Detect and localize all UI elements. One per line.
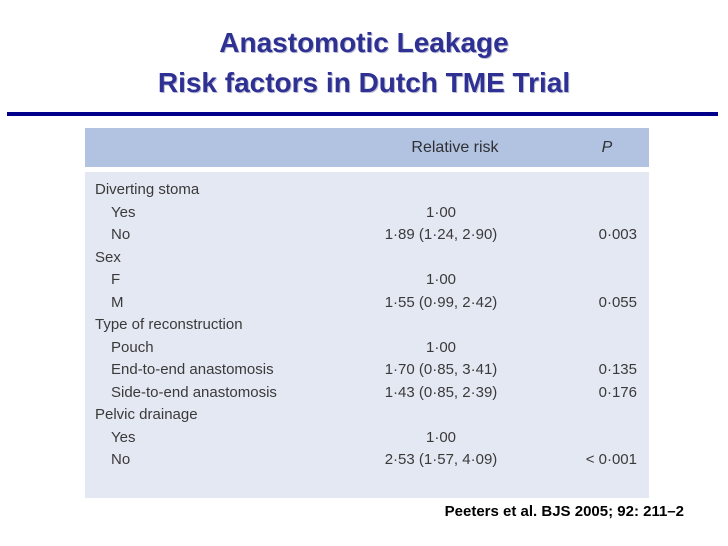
table-row: End-to-end anastomosis 1·70 (0·85, 3·41) 0… [85, 359, 649, 382]
table-row: Yes 1·00 [85, 427, 649, 450]
row-label: No [111, 226, 131, 243]
table-row: Yes 1·00 [85, 202, 649, 225]
title-line-1: Anastomotic Leakage [219, 27, 509, 58]
table-row: F 1·00 [85, 269, 649, 292]
row-label: Type of reconstruction [95, 316, 243, 333]
p-value: 0·176 [598, 383, 637, 401]
table-row: Pelvic drainage [85, 404, 649, 427]
relative-risk-value: 1·00 [425, 338, 457, 356]
p-value: 0·003 [598, 226, 637, 243]
relative-risk-value: 1·00 [425, 271, 457, 288]
relative-risk-value: 1·43 (0·85, 2·39) [384, 383, 498, 401]
row-label: Pouch [111, 338, 154, 356]
table-row: Pouch 1·00 [85, 337, 649, 360]
table-row: Side-to-end anastomosis 1·43 (0·85, 2·39)… [85, 382, 649, 405]
page-title: Anastomotic Leakage Risk factors in Dutc… [0, 23, 728, 103]
table-row: Type of reconstruction [85, 314, 649, 337]
relative-risk-value: 1·89 (1·24, 2·90) [384, 226, 498, 243]
relative-risk-value: 1·00 [425, 428, 457, 446]
title-divider-line [7, 112, 718, 116]
row-label: Side-to-end anastomosis [111, 383, 277, 401]
relative-risk-value: 1·00 [425, 203, 457, 221]
row-label: Yes [111, 428, 136, 446]
p-value: 0·135 [598, 361, 637, 378]
row-label: Sex [95, 248, 121, 266]
table-row: M 1·55 (0·99, 2·42) 0·055 [85, 292, 649, 315]
table-body: Diverting stoma Yes 1·00 No 1·89 (1·24, 2·90… [85, 172, 649, 498]
row-label: Yes [111, 203, 136, 221]
table-row: Sex [85, 247, 649, 270]
row-label: Pelvic drainage [95, 406, 198, 423]
relative-risk-value: 1·70 (0·85, 3·41) [384, 361, 498, 378]
table-row: No 2·53 (1·57, 4·09) < 0·001 [85, 449, 649, 472]
column-header-relative-risk: Relative risk [411, 139, 499, 156]
relative-risk-value: 2·53 (1·57, 4·09) [384, 451, 498, 468]
column-header-p-value: P [601, 139, 613, 156]
row-label: M [111, 293, 124, 311]
table-row: Diverting stoma [85, 179, 649, 202]
p-value: 0·055 [598, 293, 637, 311]
risk-factors-table: Relative risk P Diverting stoma Yes 1·00 No… [85, 128, 649, 498]
row-label: F [111, 271, 121, 288]
title-line-2: Risk factors in Dutch TME Trial [157, 67, 571, 98]
row-label: Diverting stoma [95, 181, 200, 198]
row-label: End-to-end anastomosis [111, 361, 274, 378]
relative-risk-value: 1·55 (0·99, 2·42) [384, 293, 498, 311]
p-value: < 0·001 [585, 451, 637, 468]
table-row: No 1·89 (1·24, 2·90) 0·003 [85, 224, 649, 247]
row-label: No [111, 451, 131, 468]
citation-reference: Peeters et al. BJS 2005; 92: 211–2 [444, 503, 684, 520]
table-header-row: Relative risk P [85, 128, 649, 167]
